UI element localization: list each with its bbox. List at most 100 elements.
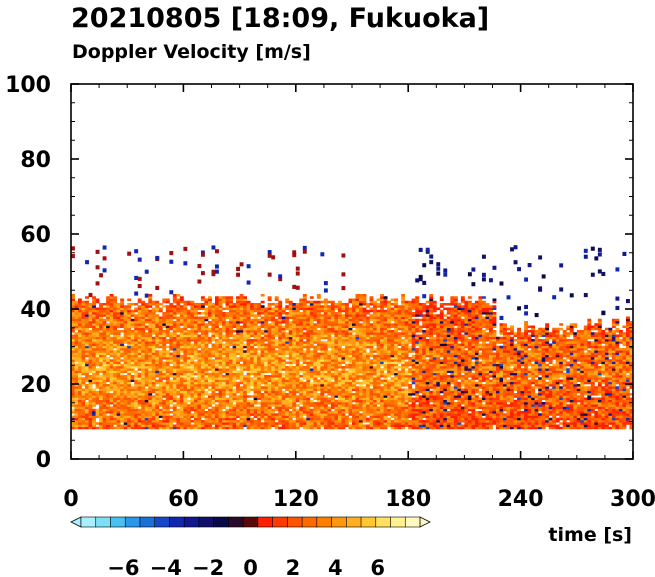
echo-cell xyxy=(355,314,360,317)
echo-cell xyxy=(190,309,195,313)
echo-cell xyxy=(313,332,318,335)
echo-cell xyxy=(162,348,167,351)
echo-cell xyxy=(211,381,216,385)
echo-cell xyxy=(151,411,156,414)
echo-cell xyxy=(243,332,248,335)
echo-cell xyxy=(120,388,125,392)
echo-cell xyxy=(200,330,205,333)
echo-cell xyxy=(229,426,233,430)
echo-cell xyxy=(330,413,335,416)
echo-cell xyxy=(387,397,392,401)
echo-cell xyxy=(229,413,233,416)
echo-cell xyxy=(359,390,363,394)
echo-cell xyxy=(229,386,233,389)
echo-cell xyxy=(299,316,304,320)
echo-cell xyxy=(260,325,265,329)
echo-cell xyxy=(366,411,370,414)
echo-cell xyxy=(288,334,293,338)
echo-cell xyxy=(144,332,149,335)
echo-cell xyxy=(106,303,111,306)
echo-cell xyxy=(134,348,139,351)
echo-cell xyxy=(285,316,290,320)
echo-cell xyxy=(292,341,297,344)
echo-cell xyxy=(144,381,149,385)
echo-cell xyxy=(141,377,146,380)
echo-cell xyxy=(250,325,255,329)
echo-cell xyxy=(113,415,118,419)
echo-cell xyxy=(183,399,188,403)
echo-cell xyxy=(285,375,290,378)
echo-cell xyxy=(179,327,184,331)
echo-cell xyxy=(88,321,93,324)
echo-cell xyxy=(337,361,342,365)
echo-cell xyxy=(197,336,202,340)
echo-cell xyxy=(236,384,240,387)
echo-cell xyxy=(250,354,255,358)
echo-cell xyxy=(229,314,233,317)
echo-cell xyxy=(155,408,160,412)
echo-cell xyxy=(88,395,93,398)
echo-cell xyxy=(106,372,111,376)
echo-cell xyxy=(186,413,191,416)
echo-cell xyxy=(109,424,114,428)
echo-cell xyxy=(323,363,328,367)
echo-cell xyxy=(302,413,307,416)
echo-cell xyxy=(151,406,156,410)
echo-cell xyxy=(190,352,195,356)
echo-cell xyxy=(281,415,286,419)
echo-cell xyxy=(362,426,367,430)
echo-cell xyxy=(99,303,104,306)
echo-cell xyxy=(366,361,370,365)
echo-cell xyxy=(334,336,339,340)
echo-cell xyxy=(260,426,265,430)
echo-cell xyxy=(134,359,139,362)
echo-cell xyxy=(309,402,314,405)
echo-cell xyxy=(193,339,198,342)
echo-cell xyxy=(250,399,255,403)
echo-cell xyxy=(243,361,248,365)
echo-cell xyxy=(359,332,363,335)
echo-cell xyxy=(306,334,311,338)
echo-cell xyxy=(267,408,272,412)
echo-cell xyxy=(313,402,318,405)
echo-cell xyxy=(225,417,230,421)
echo-cell xyxy=(74,314,79,317)
echo-cell xyxy=(369,404,374,407)
echo-cell xyxy=(92,372,96,376)
echo-cell xyxy=(81,402,86,405)
echo-cell xyxy=(274,388,279,392)
echo-cell xyxy=(302,307,307,311)
echo-cell xyxy=(186,303,191,306)
echo-cell xyxy=(229,390,233,394)
echo-cell xyxy=(274,366,279,369)
echo-cell xyxy=(148,372,153,376)
echo-cell xyxy=(299,386,304,389)
echo-cell xyxy=(264,359,269,362)
echo-cell xyxy=(130,332,135,335)
echo-cell xyxy=(264,404,269,407)
echo-cell xyxy=(250,352,255,356)
echo-cell xyxy=(85,415,89,419)
echo-cell xyxy=(334,408,339,412)
echo-cell xyxy=(236,397,240,401)
echo-cell xyxy=(383,334,388,338)
echo-cell xyxy=(302,336,307,340)
echo-cell xyxy=(337,366,342,369)
echo-cell xyxy=(88,424,93,428)
echo-cell xyxy=(113,366,118,369)
echo-cell xyxy=(158,345,163,349)
echo-cell xyxy=(373,366,377,369)
echo-cell xyxy=(299,341,304,344)
echo-cell xyxy=(355,381,360,385)
echo-cell xyxy=(236,390,240,394)
echo-cell xyxy=(113,296,118,299)
echo-cell xyxy=(144,269,149,274)
echo-cell xyxy=(306,393,311,396)
echo-cell xyxy=(176,397,181,401)
echo-cell xyxy=(78,341,82,344)
echo-cell xyxy=(271,327,276,331)
echo-cell xyxy=(144,305,149,308)
echo-cell xyxy=(288,332,293,335)
echo-cell xyxy=(337,314,342,317)
echo-cell xyxy=(137,305,142,308)
